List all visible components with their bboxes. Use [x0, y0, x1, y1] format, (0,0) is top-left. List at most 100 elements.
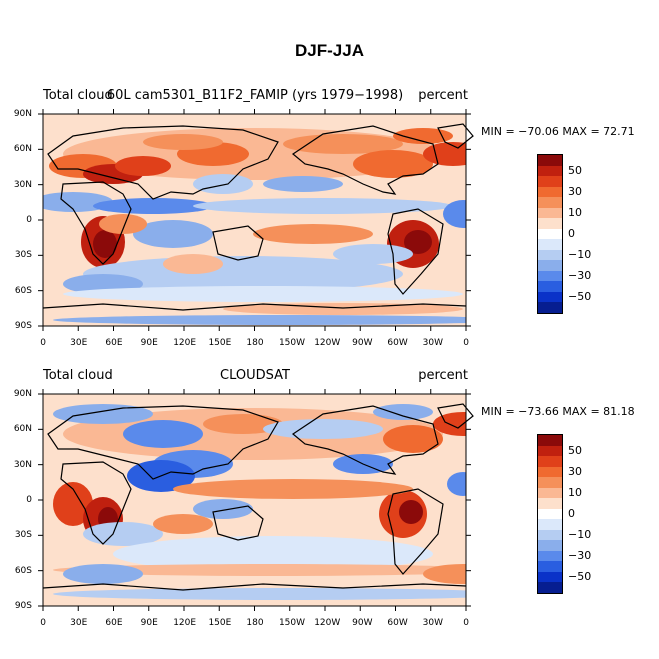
coastline — [387, 488, 444, 575]
colorbar-label: −50 — [568, 290, 592, 304]
coastlines — [42, 403, 474, 591]
contour-region — [193, 198, 453, 214]
colorbar-swatch — [538, 571, 562, 582]
colorbar-label: 10 — [568, 206, 582, 220]
contour-region — [83, 256, 403, 292]
panel-left-label: Total cloud — [43, 88, 113, 103]
colorbar-swatch — [538, 508, 562, 519]
contour-region — [163, 254, 223, 274]
coastline — [387, 208, 444, 295]
contour-region — [253, 224, 373, 244]
colorbar-swatch — [538, 218, 562, 229]
map-contour-plot — [38, 109, 474, 331]
colorbar-swatch — [538, 197, 562, 208]
coastline — [47, 405, 279, 480]
min-value: MIN = −70.06 — [481, 125, 559, 138]
colorbar-swatch — [538, 260, 562, 271]
panel-center-label: 60L cam5301_B11F2_FAMIP (yrs 1979−1998) — [106, 88, 404, 103]
colorbar-swatch — [538, 561, 562, 572]
contour-region — [99, 214, 147, 234]
y-tick-label: 60N — [13, 144, 32, 155]
coastline — [60, 461, 132, 545]
min-max-readout: MIN = −70.06 MAX = 72.71 — [481, 125, 635, 138]
contour-region — [53, 404, 153, 424]
contour-region — [393, 128, 453, 144]
x-tick-label: 60W — [387, 338, 408, 348]
contour-region — [193, 499, 253, 519]
y-tick-label: 90N — [13, 389, 32, 399]
x-tick-label: 30W — [422, 618, 443, 628]
x-tick-label: 120W — [314, 618, 341, 628]
colorbar-label: 0 — [568, 227, 575, 241]
colorbar-swatch — [538, 477, 562, 488]
map-frame — [38, 389, 474, 611]
x-tick-label: 90W — [352, 338, 373, 348]
colorbar-swatch — [538, 155, 562, 166]
contour-region — [263, 419, 383, 439]
contour-region — [53, 564, 466, 576]
contour-region — [283, 134, 403, 154]
y-tick-label: 30N — [13, 459, 32, 470]
colorbar-swatch — [538, 487, 562, 498]
contour-region — [423, 564, 466, 584]
colorbar-swatch — [538, 445, 562, 456]
x-tick-label: 150E — [208, 618, 232, 628]
map-frame — [38, 109, 474, 331]
y-tick-label: 0 — [26, 495, 32, 505]
colorbar-swatch — [538, 435, 562, 446]
x-tick-label: 0 — [40, 618, 47, 628]
contour-region — [223, 303, 463, 315]
x-tick-label: 30E — [70, 618, 88, 628]
panel-units-label: percent — [418, 88, 468, 103]
colorbar-swatch — [538, 498, 562, 509]
contour-region — [373, 404, 433, 420]
colorbar-label: −50 — [568, 570, 592, 584]
x-tick-label: 150W — [278, 338, 306, 348]
contour-region — [93, 198, 213, 214]
figure-title: DJF-JJA — [295, 41, 364, 60]
colorbar-swatch — [538, 207, 562, 218]
x-tick-label: 60E — [105, 338, 123, 348]
colorbar-label: 0 — [568, 507, 575, 521]
coastline — [42, 583, 467, 591]
colorbar-label: 10 — [568, 486, 582, 500]
x-tick-label: 90E — [140, 338, 158, 348]
x-tick-label: 120E — [173, 618, 197, 628]
contour-region — [83, 522, 163, 546]
coastline — [42, 303, 467, 311]
contour-region — [193, 174, 253, 194]
x-tick-label: 180 — [246, 618, 264, 628]
contour-region — [53, 482, 93, 526]
colorbar-label: −30 — [568, 269, 592, 283]
colorbar-swatch — [538, 239, 562, 250]
contour-region — [133, 220, 213, 248]
y-tick-label: 60S — [14, 565, 32, 576]
contour-region — [93, 230, 117, 258]
panel-units-label: percent — [418, 368, 468, 383]
contour-region — [383, 425, 443, 453]
y-tick-label: 0 — [26, 215, 32, 225]
colorbar-swatch — [538, 550, 562, 561]
y-tick-label: 90S — [14, 601, 32, 611]
x-tick-label: 60W — [387, 618, 408, 628]
x-tick-label: 90E — [140, 618, 158, 628]
contour-region — [63, 286, 463, 302]
colorbar-swatch — [538, 186, 562, 197]
contour-region — [115, 156, 171, 176]
colorbar-swatch — [538, 165, 562, 176]
y-tick-label: 30S — [14, 530, 32, 541]
coastline — [47, 125, 279, 200]
contour-region — [123, 420, 203, 448]
colorbar-label: −10 — [568, 528, 592, 542]
y-tick-label: 90S — [14, 321, 32, 331]
x-tick-label: 150W — [278, 618, 306, 628]
contour-region — [404, 230, 432, 254]
contour-region — [53, 315, 466, 325]
colorbar-swatch — [538, 291, 562, 302]
colorbar-label: −10 — [568, 248, 592, 262]
x-tick-label: 180 — [246, 338, 264, 348]
contour-region — [447, 472, 466, 496]
y-tick-label: 60S — [14, 285, 32, 296]
y-tick-label: 30S — [14, 250, 32, 261]
colorbar-label: −30 — [568, 549, 592, 563]
